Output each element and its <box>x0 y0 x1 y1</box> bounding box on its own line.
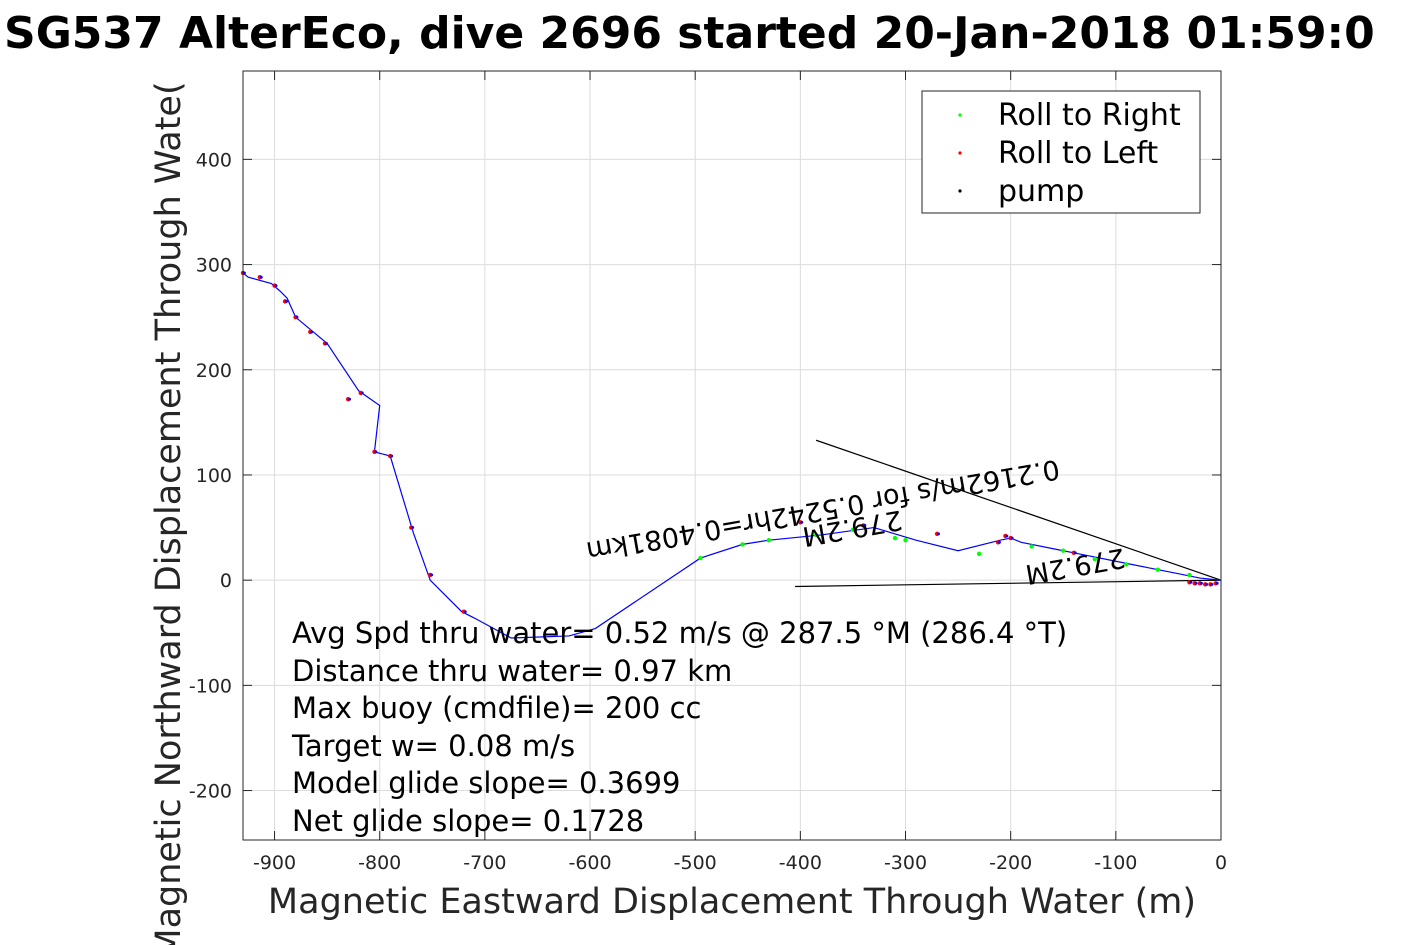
roll-right-point <box>850 527 856 532</box>
roll-right-point <box>1187 572 1192 578</box>
roll-right-point <box>1124 562 1129 567</box>
roll-left-point-overlap <box>243 271 246 275</box>
roll-left-point-overlap <box>1205 582 1209 586</box>
annotation-target-w: Target w= 0.08 m/s <box>291 729 575 763</box>
roll-left-point-overlap <box>1200 581 1203 585</box>
legend-label-pump: pump <box>998 174 1084 209</box>
legend-marker-roll-right <box>958 113 962 117</box>
x-tick-label: -800 <box>358 852 401 874</box>
annotation-net-glide: Net glide slope= 0.1728 <box>292 804 644 838</box>
roll-left-point-overlap <box>325 342 328 345</box>
roll-left-point-overlap <box>863 524 867 527</box>
roll-left-point-overlap <box>348 397 352 401</box>
annotation-model-glide: Model glide slope= 0.3699 <box>292 766 680 800</box>
legend-label-roll-right: Roll to Right <box>998 98 1181 133</box>
y-tick-labels: 400 300 200 100 0 -100 -200 <box>189 149 232 802</box>
y-tick-label: 0 <box>220 570 232 592</box>
roll-left-point-overlap <box>295 315 299 319</box>
legend-marker-pump <box>958 189 962 193</box>
roll-left-point-overlap <box>310 330 314 334</box>
x-tick-label: -600 <box>568 852 611 874</box>
x-tick-label: -100 <box>1094 852 1137 874</box>
y-tick-label: 300 <box>196 255 232 277</box>
x-axis-label: Magnetic Eastward Displacement Through W… <box>268 882 1196 922</box>
chart-title: SG537 AlterEco, dive 2696 started 20-Jan… <box>4 8 1375 59</box>
roll-right-series <box>698 527 1192 578</box>
roll-right-point <box>892 535 898 541</box>
annotation-avg-speed: Avg Spd thru water= 0.52 m/s @ 287.5 °M … <box>292 616 1067 650</box>
x-tick-label: 0 <box>1215 852 1227 874</box>
roll-right-point <box>740 542 745 547</box>
legend: Roll to Right Roll to Left pump <box>921 90 1201 214</box>
x-tick-labels: -900 -800 -700 -600 -500 -400 -300 -200 -100 0 <box>253 852 1227 874</box>
x-tick-label: -200 <box>989 852 1032 874</box>
roll-left-point-overlap <box>259 275 263 279</box>
roll-left-point-overlap <box>430 573 434 577</box>
roll-left-point-overlap <box>937 532 940 536</box>
roll-left-point-overlap <box>1215 581 1219 585</box>
annotations: Avg Spd thru water= 0.52 m/s @ 287.5 °M … <box>291 616 1067 838</box>
legend-label-roll-left: Roll to Left <box>998 136 1158 171</box>
roll-right-point <box>976 551 982 557</box>
annotation-distance: Distance thru water= 0.97 km <box>292 654 732 688</box>
roll-left-point-overlap <box>360 391 364 395</box>
roll-left-point-overlap <box>998 540 1001 544</box>
roll-left-point-overlap <box>374 450 378 454</box>
roll-right-point <box>766 537 772 543</box>
y-tick-label: 100 <box>196 465 232 487</box>
roll-right-point <box>813 532 819 538</box>
roll-left-point-overlap <box>1210 582 1214 586</box>
roll-left-series <box>240 270 1219 614</box>
legend-box <box>921 90 1201 214</box>
current-vector-line-2 <box>795 579 1222 588</box>
roll-right-point <box>1092 556 1098 562</box>
roll-left-point-overlap <box>285 299 288 303</box>
roll-right-point <box>1061 548 1066 553</box>
x-tick-label: -500 <box>674 852 717 874</box>
roll-left-point-overlap <box>411 526 415 529</box>
plot-frame <box>242 70 1222 841</box>
current-vectors <box>795 439 1222 588</box>
roll-left-point-overlap <box>1010 536 1014 540</box>
roll-left-point-overlap <box>1005 534 1009 538</box>
legend-marker-roll-left <box>958 151 962 155</box>
roll-left-point-overlap <box>390 454 394 458</box>
x-tick-label: -900 <box>253 852 296 874</box>
roll-left-point-overlap <box>1073 551 1077 555</box>
x-tick-label: -400 <box>779 852 822 874</box>
roll-right-point <box>1029 544 1034 549</box>
y-tick-label: -100 <box>189 675 232 697</box>
x-tick-label: -700 <box>463 852 506 874</box>
roll-right-point <box>1155 567 1161 572</box>
current-vector-line-1 <box>815 439 1222 581</box>
roll-left-point-overlap <box>1194 581 1198 585</box>
roll-right-point <box>698 555 703 561</box>
roll-left-point-overlap <box>1189 580 1193 584</box>
roll-left-point-overlap <box>800 520 804 524</box>
y-tick-label: 200 <box>196 360 232 382</box>
x-tick-label: -300 <box>884 852 927 874</box>
roll-left-point-overlap <box>274 284 278 288</box>
y-axis-label: Magnetic Northward Displacement Through … <box>149 81 189 945</box>
roll-left-point-overlap <box>463 610 467 614</box>
annotation-max-buoy: Max buoy (cmdfile)= 200 cc <box>292 691 701 725</box>
y-tick-label: -200 <box>189 781 232 803</box>
y-tick-label: 400 <box>196 149 232 171</box>
roll-right-point <box>903 537 908 543</box>
